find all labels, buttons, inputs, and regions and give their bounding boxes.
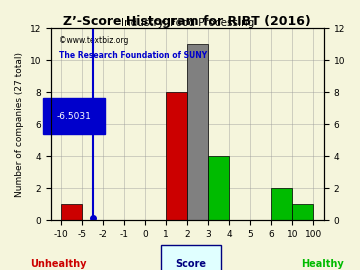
Text: ©www.textbiz.org: ©www.textbiz.org (59, 36, 129, 45)
Text: Healthy: Healthy (301, 259, 344, 269)
Bar (208, 156, 229, 220)
Bar (166, 92, 187, 220)
Y-axis label: Number of companies (27 total): Number of companies (27 total) (15, 52, 24, 197)
Title: Z’-Score Histogram for RIBT (2016): Z’-Score Histogram for RIBT (2016) (63, 15, 311, 28)
Text: The Research Foundation of SUNY: The Research Foundation of SUNY (59, 51, 207, 60)
Text: Unhealthy: Unhealthy (31, 259, 87, 269)
Bar (271, 188, 292, 220)
Text: Score: Score (175, 259, 206, 269)
Text: Industry: Food Processing: Industry: Food Processing (121, 18, 254, 28)
Bar (61, 204, 82, 220)
Bar (187, 44, 208, 220)
Text: -6.5031: -6.5031 (57, 112, 92, 120)
Bar (292, 204, 313, 220)
